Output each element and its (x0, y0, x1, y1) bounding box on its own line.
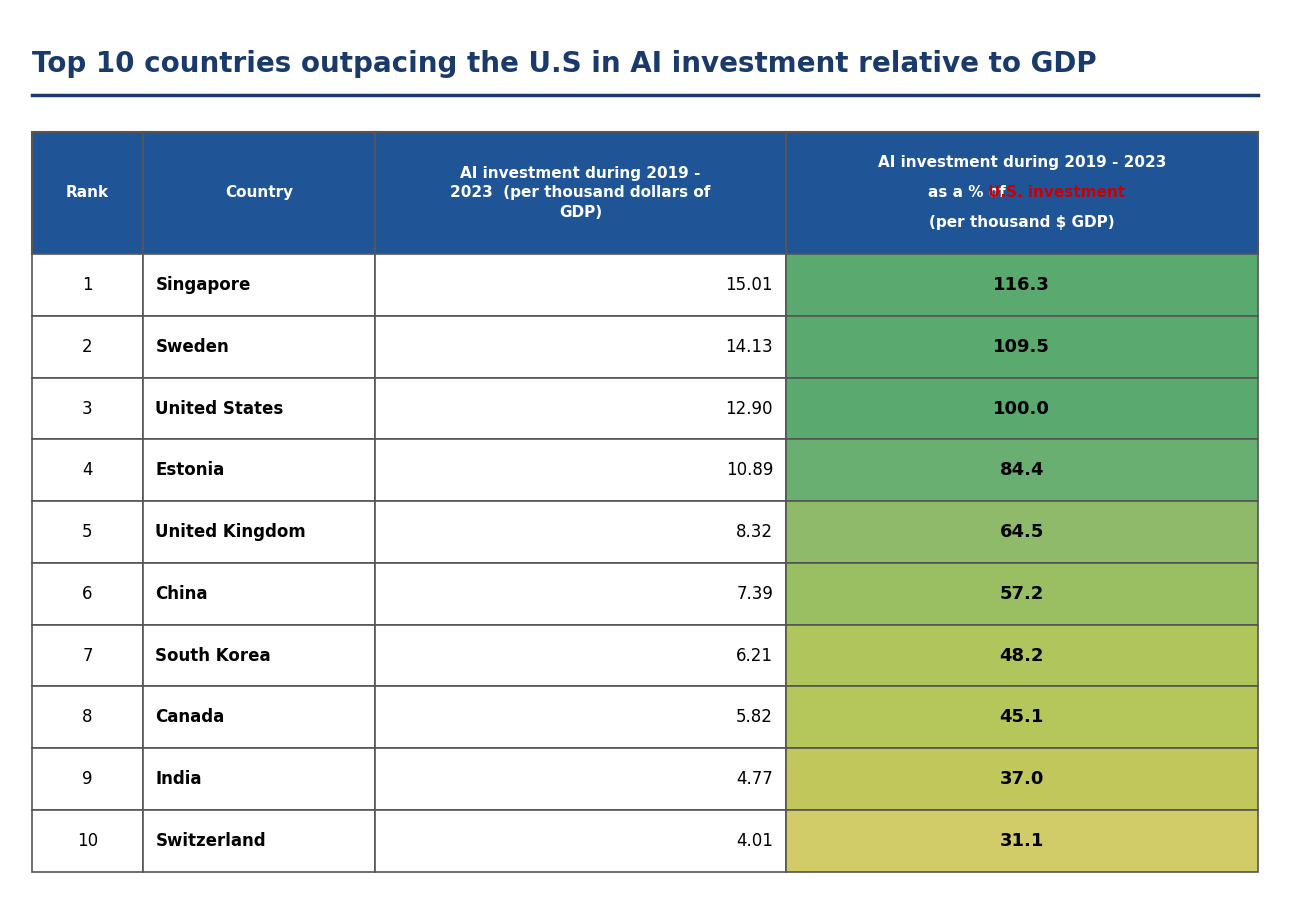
Text: 5.82: 5.82 (737, 708, 773, 726)
Text: 14.13: 14.13 (725, 338, 773, 356)
Bar (786, 132, 1258, 254)
Text: 100.0: 100.0 (993, 400, 1050, 418)
Text: United States: United States (155, 400, 284, 418)
Text: 116.3: 116.3 (993, 276, 1050, 294)
Bar (142, 810, 375, 872)
Text: 10: 10 (77, 832, 98, 850)
Bar (142, 439, 375, 501)
Text: 45.1: 45.1 (1000, 708, 1044, 726)
Text: 64.5: 64.5 (1000, 523, 1044, 541)
Bar (32, 132, 142, 254)
Text: Singapore: Singapore (155, 276, 250, 294)
Text: 9: 9 (83, 770, 93, 788)
Text: Top 10 countries outpacing the U.S in AI investment relative to GDP: Top 10 countries outpacing the U.S in AI… (32, 50, 1096, 78)
Bar (786, 316, 1258, 378)
Text: 84.4: 84.4 (1000, 461, 1044, 479)
Text: Rank: Rank (66, 185, 108, 201)
Text: 4: 4 (83, 461, 93, 479)
Text: 10.89: 10.89 (726, 461, 773, 479)
Text: 4.77: 4.77 (737, 770, 773, 788)
Text: 3: 3 (83, 400, 93, 418)
Text: Estonia: Estonia (155, 461, 224, 479)
Text: 12.90: 12.90 (725, 400, 773, 418)
Bar (142, 501, 375, 563)
Text: Switzerland: Switzerland (155, 832, 266, 850)
Text: U.S. investment: U.S. investment (988, 185, 1125, 201)
Bar (32, 686, 142, 748)
Text: (per thousand $ GDP): (per thousand $ GDP) (929, 215, 1115, 231)
Text: 109.5: 109.5 (993, 338, 1050, 356)
Bar (32, 501, 142, 563)
Bar (375, 563, 786, 625)
Text: South Korea: South Korea (155, 646, 271, 665)
Bar (786, 625, 1258, 686)
Text: as a % of: as a % of (928, 185, 1011, 201)
Bar (142, 316, 375, 378)
Bar (32, 625, 142, 686)
Bar (375, 501, 786, 563)
Text: AI investment during 2019 -
2023  (per thousand dollars of
GDP): AI investment during 2019 - 2023 (per th… (450, 165, 711, 221)
Bar (786, 810, 1258, 872)
Text: Sweden: Sweden (155, 338, 230, 356)
Text: 6: 6 (83, 585, 93, 603)
Bar (375, 748, 786, 810)
Text: 57.2: 57.2 (1000, 585, 1044, 603)
Text: 6.21: 6.21 (737, 646, 773, 665)
Bar (142, 625, 375, 686)
Text: 37.0: 37.0 (1000, 770, 1044, 788)
Bar (32, 254, 142, 316)
Text: 15.01: 15.01 (725, 276, 773, 294)
Text: China: China (155, 585, 208, 603)
Text: India: India (155, 770, 203, 788)
Text: Country: Country (224, 185, 293, 201)
Bar (786, 563, 1258, 625)
Bar (142, 254, 375, 316)
Bar (375, 378, 786, 439)
Bar (375, 254, 786, 316)
Text: 4.01: 4.01 (737, 832, 773, 850)
Text: 31.1: 31.1 (1000, 832, 1044, 850)
Bar (142, 563, 375, 625)
Bar (786, 748, 1258, 810)
Text: 48.2: 48.2 (1000, 646, 1044, 665)
Bar (142, 686, 375, 748)
Text: 2: 2 (83, 338, 93, 356)
Bar (375, 686, 786, 748)
Bar (375, 625, 786, 686)
Bar (32, 316, 142, 378)
Text: 1: 1 (83, 276, 93, 294)
Bar (32, 563, 142, 625)
Bar (32, 439, 142, 501)
Bar (142, 378, 375, 439)
Bar (375, 810, 786, 872)
Text: AI investment during 2019 - 2023: AI investment during 2019 - 2023 (877, 155, 1166, 171)
Text: United Kingdom: United Kingdom (155, 523, 306, 541)
Bar (375, 439, 786, 501)
Bar (32, 810, 142, 872)
Bar (786, 378, 1258, 439)
Bar (786, 439, 1258, 501)
Text: 8: 8 (83, 708, 93, 726)
Bar (142, 132, 375, 254)
Text: 8.32: 8.32 (737, 523, 773, 541)
Bar (786, 501, 1258, 563)
Text: Canada: Canada (155, 708, 224, 726)
Bar (375, 132, 786, 254)
Bar (32, 378, 142, 439)
Bar (786, 254, 1258, 316)
Text: 7.39: 7.39 (737, 585, 773, 603)
Text: 5: 5 (83, 523, 93, 541)
Bar (786, 686, 1258, 748)
Bar (142, 748, 375, 810)
Bar (375, 316, 786, 378)
Text: 7: 7 (83, 646, 93, 665)
Bar (32, 748, 142, 810)
